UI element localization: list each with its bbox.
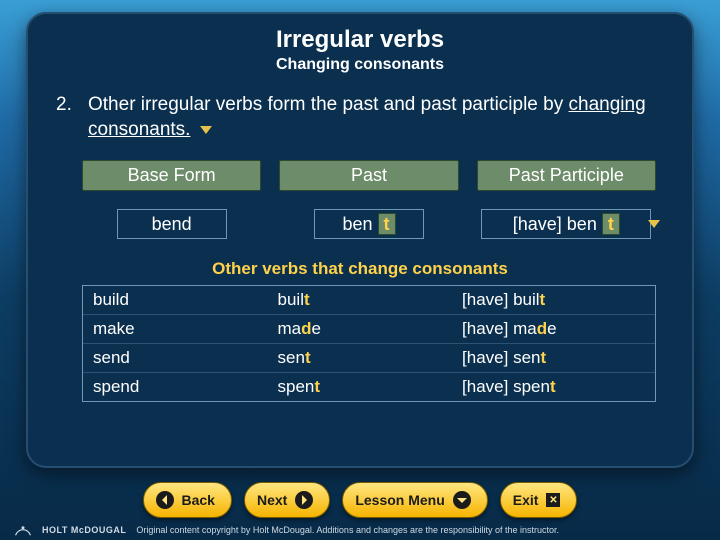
- example-base-text: bend: [152, 214, 192, 235]
- exit-label: Exit: [513, 492, 539, 508]
- body-text-row: 2. Other irregular verbs form the past a…: [56, 92, 664, 142]
- list-number: 2.: [56, 92, 78, 142]
- close-icon: [546, 493, 560, 507]
- example-pp-prefix: [have] ben: [513, 214, 599, 235]
- cell-past: spent: [268, 373, 453, 401]
- body-text: Other irregular verbs form the past and …: [88, 92, 664, 142]
- example-pp-chip: [have] ben t: [481, 209, 651, 239]
- cell-base: make: [83, 315, 268, 343]
- back-label: Back: [182, 492, 215, 508]
- example-past-chip: ben t: [314, 209, 424, 239]
- cell-past: sent: [268, 344, 453, 372]
- cell-pp: [have] made: [452, 315, 655, 343]
- publisher-brand: HOLT McDOUGAL: [42, 525, 126, 535]
- table-row: make made [have] made: [83, 314, 655, 343]
- back-button[interactable]: Back: [143, 482, 232, 518]
- col-header-pp: Past Participle: [477, 160, 656, 191]
- reveal-marker-icon: [648, 220, 660, 228]
- cell-past: built: [268, 286, 453, 314]
- cell-base: build: [83, 286, 268, 314]
- table-row: spend spent [have] spent: [83, 372, 655, 401]
- exit-button[interactable]: Exit: [500, 482, 578, 518]
- example-past-suffix: t: [378, 213, 396, 235]
- cell-pp: [have] spent: [452, 373, 655, 401]
- arrow-right-icon: [295, 491, 313, 509]
- example-base-chip: bend: [117, 209, 227, 239]
- cell-pp: [have] built: [452, 286, 655, 314]
- verbs-table: build built [have] built make made [have…: [82, 285, 656, 402]
- cell-base: spend: [83, 373, 268, 401]
- col-header-past: Past: [279, 160, 458, 191]
- table-row: build built [have] built: [83, 286, 655, 314]
- lesson-menu-button[interactable]: Lesson Menu: [342, 482, 487, 518]
- nav-bar: Back Next Lesson Menu Exit: [0, 482, 720, 518]
- cell-base: send: [83, 344, 268, 372]
- content-card: Irregular verbs Changing consonants 2. O…: [26, 12, 694, 468]
- cell-pp: [have] sent: [452, 344, 655, 372]
- next-label: Next: [257, 492, 287, 508]
- example-pp-suffix: t: [602, 213, 620, 235]
- body-text-pre: Other irregular verbs form the past and …: [88, 94, 569, 115]
- slide-stage: Irregular verbs Changing consonants 2. O…: [0, 0, 720, 540]
- arrow-left-icon: [156, 491, 174, 509]
- footer-legal: Original content copyright by Holt McDou…: [136, 525, 559, 535]
- example-past-stem: ben: [342, 214, 374, 235]
- table-title: Other verbs that change consonants: [56, 259, 664, 279]
- slide-subtitle: Changing consonants: [56, 56, 664, 74]
- example-grid: Base Form Past Past Participle bend ben …: [82, 160, 656, 239]
- footer-bar: HOLT McDOUGAL Original content copyright…: [14, 523, 706, 537]
- cell-past: made: [268, 315, 453, 343]
- col-header-base: Base Form: [82, 160, 261, 191]
- next-button[interactable]: Next: [244, 482, 330, 518]
- chevron-down-icon: [453, 491, 471, 509]
- slide-title: Irregular verbs: [56, 26, 664, 54]
- reveal-marker-icon: [200, 126, 212, 134]
- lesson-menu-label: Lesson Menu: [355, 492, 444, 508]
- table-row: send sent [have] sent: [83, 343, 655, 372]
- publisher-logo-icon: [14, 523, 32, 537]
